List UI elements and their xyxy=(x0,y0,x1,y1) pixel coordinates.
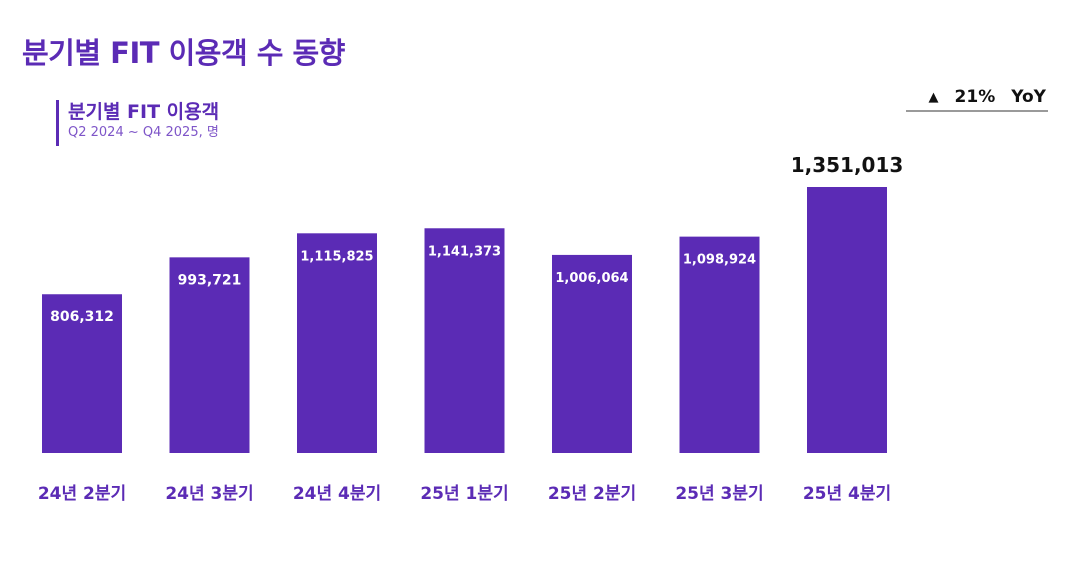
bar-value-label-6: 1,098,924 xyxy=(683,253,756,268)
chart-subtitle: 분기별 FIT 이용객 xyxy=(68,101,220,123)
page-title: 분기별 FIT 이용객 수 동향 xyxy=(22,36,345,70)
bar-value-label-7: 1,351,013 xyxy=(791,153,904,177)
chart-range: Q2 2024 ~ Q4 2025, 명 xyxy=(68,125,219,140)
bar-value-label-1: 806,312 xyxy=(50,309,114,325)
bar-value-label-2: 993,721 xyxy=(178,272,242,288)
x-tick-label-1: 24년 2분기 xyxy=(38,484,126,504)
x-tick-label-3: 24년 4분기 xyxy=(293,484,381,504)
bar-6 xyxy=(679,236,760,453)
x-tick-label-7: 25년 4분기 xyxy=(803,484,891,504)
bar-2 xyxy=(169,257,250,453)
bar-value-label-5: 1,006,064 xyxy=(555,271,628,286)
bar-3 xyxy=(297,233,377,453)
x-tick-label-4: 25년 1분기 xyxy=(420,484,508,504)
bar-7 xyxy=(807,187,887,453)
x-tick-label-5: 25년 2분기 xyxy=(548,484,636,504)
x-tick-label-6: 25년 3분기 xyxy=(675,484,763,504)
chart-subtitle-block: 분기별 FIT 이용객 Q2 2024 ~ Q4 2025, 명 xyxy=(56,100,219,146)
up-arrow-icon: ▲ xyxy=(928,89,939,105)
yoy-label: YoY xyxy=(1011,87,1046,107)
bar-1 xyxy=(42,294,122,453)
yoy-value: 21% xyxy=(954,87,996,107)
bar-value-label-3: 1,115,825 xyxy=(300,249,373,264)
yoy-indicator: ▲ 21% YoY xyxy=(906,84,1048,112)
bar-4 xyxy=(424,228,505,453)
x-tick-label-2: 24년 3분기 xyxy=(165,484,253,504)
bar-5 xyxy=(552,254,632,453)
bar-value-label-4: 1,141,373 xyxy=(428,244,501,259)
